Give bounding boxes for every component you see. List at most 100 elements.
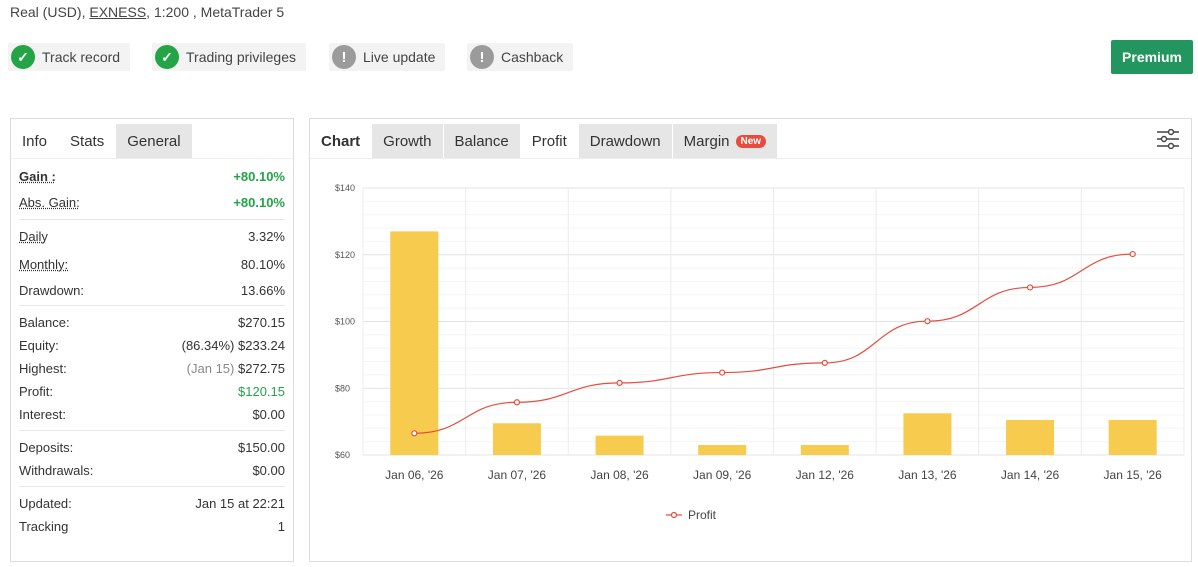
profit-point [616, 379, 623, 387]
stat-value: $120.15 [238, 384, 285, 399]
stat-label[interactable]: Daily [19, 229, 48, 244]
x-tick-label: Jan 08, '26 [590, 468, 649, 482]
stat-deposits: Deposits: $150.00 [19, 436, 285, 459]
account-info: Real (USD), EXNESS, 1:200 , MetaTrader 5 [10, 4, 284, 20]
badge-label: Cashback [501, 49, 564, 65]
stat-updated: Updated: Jan 15 at 22:21 [19, 492, 285, 515]
stat-value: $150.00 [238, 440, 285, 455]
y-tick-label: $80 [335, 383, 350, 393]
y-tick-label: $60 [335, 450, 350, 460]
equity-percent: (86.34%) [181, 338, 235, 353]
badge-label: Live update [363, 49, 436, 65]
tab-info[interactable]: Info [11, 124, 60, 158]
bar [390, 231, 439, 455]
stat-value: 13.66% [240, 282, 285, 298]
tab-general[interactable]: General [116, 124, 193, 158]
bar [492, 423, 541, 455]
stat-daily: Daily 3.32% [19, 223, 285, 250]
stat-profit: Profit: $120.15 [19, 380, 285, 403]
profit-line [414, 253, 1133, 434]
profit-point [719, 369, 726, 376]
badge-track-record[interactable]: ✓ Track record [8, 43, 131, 71]
bar [1006, 419, 1055, 455]
account-prefix: Real (USD), [10, 4, 90, 20]
stat-drawdown: Drawdown: 13.66% [19, 278, 285, 302]
stat-label: Interest: [19, 407, 66, 422]
tab-growth[interactable]: Growth [372, 124, 444, 158]
stat-label: Deposits: [19, 440, 74, 455]
stat-value: $0.00 [252, 407, 285, 422]
stat-value: $0.00 [252, 463, 285, 478]
stat-value: Jan 15 at 22:21 [195, 496, 285, 511]
bar [1108, 419, 1157, 455]
stat-label[interactable]: Monthly: [19, 256, 69, 272]
stat-highest: Highest: (Jan 15) $272.75 [19, 357, 285, 380]
highest-date: (Jan 15) [186, 361, 235, 376]
stat-equity: Equity: (86.34%) $233.24 [19, 334, 285, 357]
profit-point [513, 399, 521, 406]
profit-point [411, 430, 418, 437]
stat-label: Highest: [19, 361, 67, 376]
stat-label[interactable]: Gain : [19, 169, 56, 184]
x-tick-label: Jan 09, '26 [693, 468, 752, 482]
left-tabs: Info Stats General [11, 119, 293, 159]
stat-value: $233.24 [238, 338, 285, 353]
x-tick-label: Jan 14, '26 [1001, 468, 1060, 482]
stat-label: Equity: [19, 338, 59, 353]
divider [19, 305, 285, 306]
stat-monthly: Monthly: 80.10% [19, 250, 285, 278]
chart-tabs: Chart Growth Balance Profit Drawdown Mar… [310, 119, 1191, 159]
tab-drawdown[interactable]: Drawdown [578, 124, 673, 158]
stat-label: Updated: [19, 496, 72, 511]
y-tick-label: $120 [335, 250, 355, 260]
tab-margin-label: Margin [683, 132, 730, 150]
tab-stats[interactable]: Stats [59, 124, 117, 158]
chart-panel: Chart Growth Balance Profit Drawdown Mar… [309, 118, 1192, 562]
legend-label: Profit [688, 508, 717, 522]
stat-value: 80.10% [240, 256, 285, 272]
badge-live-update[interactable]: ! Live update [329, 43, 446, 71]
profit-point [924, 318, 931, 325]
stat-value: +80.10% [233, 169, 285, 184]
check-icon: ✓ [11, 45, 35, 69]
bar [800, 444, 849, 455]
badge-cashback[interactable]: ! Cashback [467, 43, 574, 71]
x-tick-label: Jan 15, '26 [1104, 468, 1163, 482]
tab-balance[interactable]: Balance [443, 124, 521, 158]
profit-point [1026, 284, 1034, 291]
account-suffix: , 1:200 , MetaTrader 5 [146, 4, 285, 20]
stat-label: Drawdown: [19, 282, 85, 298]
tab-margin[interactable]: Margin New [672, 124, 779, 158]
stat-value: 1 [277, 519, 285, 534]
x-tick-label: Jan 12, '26 [796, 468, 855, 482]
settings-sliders-icon[interactable] [1157, 129, 1179, 149]
stat-value: 3.32% [248, 229, 285, 244]
stat-tracking: Tracking 1 [19, 515, 285, 538]
stat-balance: Balance: $270.15 [19, 311, 285, 334]
divider [19, 219, 285, 220]
badge-trading-privileges[interactable]: ✓ Trading privileges [152, 43, 306, 71]
stat-label: Balance: [19, 315, 70, 330]
stat-value: $272.75 [238, 361, 285, 376]
bar [903, 413, 952, 455]
y-tick-label: $140 [335, 183, 355, 193]
exclamation-icon: ! [470, 45, 494, 69]
x-tick-label: Jan 13, '26 [898, 468, 957, 482]
badge-label: Trading privileges [186, 49, 296, 65]
tab-profit[interactable]: Profit [520, 124, 579, 158]
divider [19, 430, 285, 431]
stat-value: +80.10% [233, 194, 285, 210]
legend-marker [670, 511, 678, 519]
profit-point [1129, 250, 1136, 258]
y-tick-label: $100 [335, 317, 355, 327]
stat-label: Withdrawals: [19, 463, 94, 478]
premium-button[interactable]: Premium [1111, 40, 1193, 74]
stat-value: $270.15 [238, 315, 285, 330]
bar [698, 444, 747, 455]
broker-link[interactable]: EXNESS [89, 4, 147, 20]
badge-label: Track record [42, 49, 121, 65]
stat-label[interactable]: Abs. Gain: [19, 194, 80, 210]
stat-label: Profit: [19, 384, 53, 399]
tab-chart: Chart [310, 124, 373, 158]
stat-label: Tracking [19, 519, 69, 534]
